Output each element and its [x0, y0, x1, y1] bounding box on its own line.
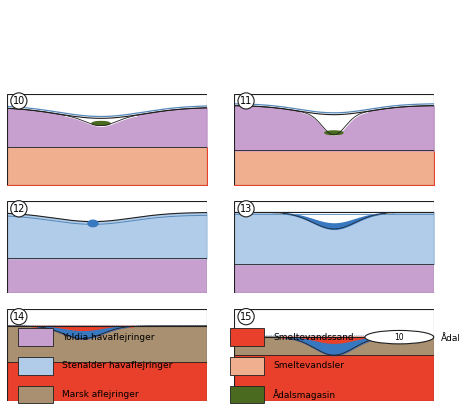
- Polygon shape: [348, 151, 435, 185]
- Bar: [230, 328, 264, 346]
- Text: Stenalder havaflejringer: Stenalder havaflejringer: [62, 361, 172, 370]
- Text: Marsk aflejringer: Marsk aflejringer: [62, 390, 139, 399]
- Bar: [18, 385, 53, 403]
- Text: 10: 10: [13, 96, 25, 106]
- Polygon shape: [207, 147, 299, 185]
- Polygon shape: [234, 151, 320, 185]
- Text: Smeltevandssand: Smeltevandssand: [273, 333, 354, 341]
- Polygon shape: [263, 151, 349, 185]
- Bar: [234, 337, 434, 355]
- Text: Yoldia havaflejringer: Yoldia havaflejringer: [62, 333, 155, 341]
- Bar: [230, 357, 264, 375]
- Polygon shape: [434, 151, 459, 185]
- Bar: [234, 151, 434, 185]
- Bar: [7, 326, 207, 363]
- Bar: [7, 258, 207, 293]
- Text: 15: 15: [240, 312, 252, 322]
- Polygon shape: [405, 151, 459, 185]
- Ellipse shape: [325, 131, 343, 135]
- Ellipse shape: [88, 220, 98, 227]
- Text: 12: 12: [13, 204, 25, 214]
- Polygon shape: [92, 147, 185, 185]
- Polygon shape: [35, 147, 128, 185]
- Polygon shape: [291, 151, 377, 185]
- Polygon shape: [0, 147, 71, 185]
- Bar: [234, 264, 434, 293]
- Text: Ådalsmagasin: Ådalsmagasin: [273, 389, 336, 400]
- Polygon shape: [7, 147, 100, 185]
- Bar: [7, 147, 207, 185]
- Bar: [234, 355, 434, 401]
- Circle shape: [365, 330, 434, 344]
- Text: Ådalstype: Ådalstype: [441, 332, 459, 343]
- Text: 11: 11: [240, 96, 252, 106]
- Polygon shape: [150, 147, 242, 185]
- Text: 14: 14: [13, 312, 25, 322]
- Bar: [230, 385, 264, 403]
- Text: 13: 13: [240, 204, 252, 214]
- Polygon shape: [121, 147, 214, 185]
- Bar: [7, 363, 207, 401]
- Polygon shape: [64, 147, 157, 185]
- Polygon shape: [319, 151, 406, 185]
- Polygon shape: [206, 151, 292, 185]
- Polygon shape: [0, 147, 43, 185]
- Bar: [18, 357, 53, 375]
- Polygon shape: [178, 147, 271, 185]
- Polygon shape: [235, 147, 328, 185]
- Polygon shape: [177, 151, 263, 185]
- Polygon shape: [377, 151, 459, 185]
- Ellipse shape: [92, 122, 110, 125]
- Bar: [18, 328, 53, 346]
- Text: 10: 10: [395, 333, 404, 341]
- Text: Smeltevandsler: Smeltevandsler: [273, 361, 344, 370]
